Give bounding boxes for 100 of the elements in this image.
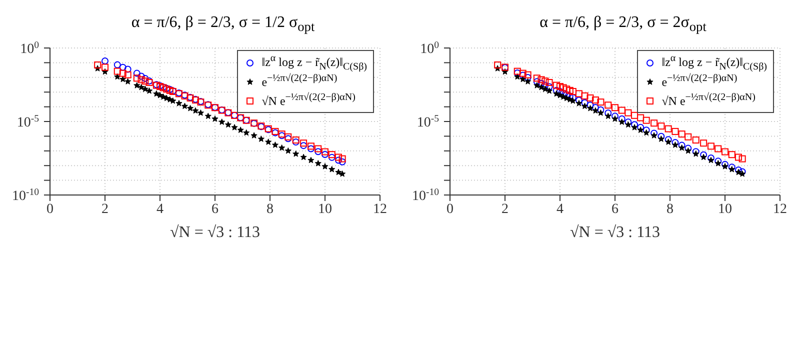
point	[546, 83, 553, 90]
point	[700, 154, 707, 160]
point	[714, 160, 722, 166]
point	[278, 144, 286, 151]
point	[556, 83, 564, 90]
point	[575, 90, 582, 98]
point	[684, 147, 692, 154]
point	[604, 102, 612, 109]
chart-title: α = π/6, β = 2/3, σ = 2σ$_{opt}$	[538, 13, 708, 36]
point	[322, 150, 328, 158]
point	[328, 154, 336, 161]
point	[250, 132, 258, 138]
point	[314, 148, 322, 156]
point	[494, 61, 502, 68]
point	[708, 156, 714, 164]
point	[658, 132, 665, 140]
point	[722, 148, 728, 156]
point	[570, 98, 576, 104]
point	[569, 88, 576, 95]
x-tick-label: 10	[318, 202, 332, 217]
point	[552, 86, 560, 94]
chart-title: α = π/6, β = 2/3, σ = 1/2 σ$_{opt}$	[130, 13, 316, 36]
point	[664, 136, 672, 144]
point	[204, 112, 212, 120]
point	[170, 98, 176, 104]
point	[624, 121, 632, 128]
point	[643, 129, 650, 136]
point	[631, 124, 638, 130]
point	[631, 112, 638, 119]
point	[322, 148, 328, 156]
point	[597, 106, 604, 114]
x-tick-label: 12	[773, 202, 787, 217]
y-tick-label: 10$^{-5}$	[416, 113, 440, 130]
point	[237, 126, 244, 133]
point	[612, 115, 618, 122]
point	[138, 84, 145, 90]
point	[218, 118, 226, 125]
point	[300, 154, 307, 160]
point	[142, 74, 149, 82]
point	[678, 142, 686, 149]
point	[592, 107, 599, 114]
point	[728, 151, 736, 158]
point	[739, 170, 746, 177]
y-tick-label: 10$^{-5}$	[16, 113, 40, 130]
point	[133, 74, 140, 82]
point	[707, 142, 714, 150]
x-tick-label: 2	[502, 202, 508, 217]
point	[212, 115, 218, 122]
point	[552, 82, 560, 89]
point	[692, 136, 700, 144]
point	[538, 80, 545, 87]
point	[335, 168, 342, 176]
point	[684, 144, 692, 152]
point	[300, 140, 308, 147]
point	[338, 155, 346, 162]
point	[650, 132, 658, 138]
point	[224, 121, 232, 128]
point	[338, 158, 346, 166]
y-tick-label: 10$^{-10}$	[412, 186, 440, 204]
x-axis-title: √N = √3 : 113	[570, 224, 660, 241]
point	[197, 110, 204, 116]
point	[322, 163, 328, 170]
legend-label: √N e$^{−½π√(2(2−β)αN)}$	[262, 92, 356, 109]
point	[192, 107, 199, 114]
point	[581, 102, 588, 110]
point	[284, 147, 292, 154]
point	[664, 125, 672, 132]
point	[700, 140, 708, 147]
point	[120, 76, 126, 82]
point	[586, 104, 594, 112]
point	[658, 136, 664, 142]
point	[612, 104, 618, 112]
x-tick-label: 0	[46, 202, 54, 217]
point	[665, 138, 672, 145]
x-tick-label: 8	[666, 202, 674, 217]
point	[722, 160, 728, 168]
point	[146, 87, 153, 94]
point	[334, 156, 342, 164]
point	[581, 92, 588, 100]
point	[133, 70, 140, 77]
point	[560, 84, 567, 92]
point	[533, 78, 540, 86]
point	[604, 112, 612, 120]
point	[714, 145, 722, 152]
x-tick-label: 4	[156, 202, 164, 217]
point	[586, 94, 594, 102]
point	[181, 102, 188, 110]
y-tick-label: 10$^{0}$	[20, 40, 40, 57]
legend-label: e$^{−½π√(2(2−β)αN)}$	[662, 73, 738, 90]
point	[624, 118, 632, 126]
point	[672, 142, 679, 148]
point	[94, 61, 102, 68]
point	[314, 145, 322, 152]
legend-label: √N e$^{−½π√(2(2−β)αN)}$	[662, 92, 756, 109]
point	[102, 64, 108, 71]
point	[672, 139, 679, 146]
legend-label: ‖z$^{α}$ log z − r̃$_{N}$(z)‖$_{C(Sβ)}$	[662, 52, 767, 72]
point	[678, 144, 686, 151]
point	[678, 130, 686, 138]
point	[546, 79, 553, 86]
